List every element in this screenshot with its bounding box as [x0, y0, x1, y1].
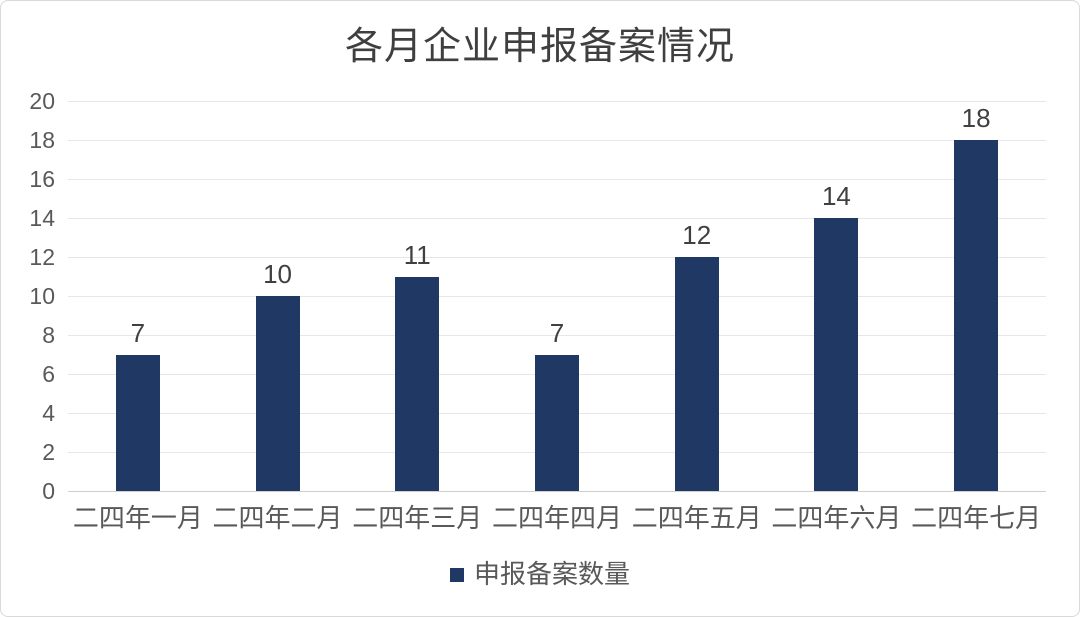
- gridline: [68, 178, 1046, 180]
- baseline: [68, 490, 1046, 492]
- bar-value-label: 18: [961, 103, 991, 133]
- x-tick-label: 二四年一月: [72, 504, 203, 534]
- bar: [115, 354, 160, 491]
- bar: [814, 218, 859, 491]
- y-tick-label: 18: [29, 127, 55, 153]
- y-tick-label: 8: [42, 322, 55, 348]
- plot-area: 7 10 11 7 12 14 18: [68, 100, 1046, 492]
- legend: 申报备案数量: [1, 560, 1079, 590]
- bar: [535, 354, 579, 491]
- y-tick-label: 6: [42, 361, 55, 387]
- y-tick-label: 14: [29, 205, 55, 231]
- bar: [954, 140, 999, 491]
- y-tick-label: 20: [29, 88, 55, 114]
- y-tick-label: 2: [42, 439, 55, 465]
- y-tick-label: 0: [42, 478, 55, 504]
- bar: [674, 257, 719, 491]
- bar: [395, 276, 440, 491]
- bar-value-label: 12: [682, 220, 712, 250]
- x-tick-label: 二四年六月: [771, 504, 902, 534]
- gridline: [68, 256, 1046, 258]
- x-tick-label: 二四年四月: [491, 504, 622, 534]
- y-tick-label: 4: [42, 400, 55, 426]
- y-tick-label: 16: [29, 166, 55, 192]
- gridline: [68, 100, 1046, 102]
- x-tick-label: 二四年二月: [212, 504, 343, 534]
- chart-title: 各月企业申报备案情况: [344, 24, 735, 68]
- gridline: [68, 217, 1046, 219]
- bar-value-label: 11: [403, 239, 431, 270]
- y-tick-label: 12: [29, 244, 55, 270]
- bar-value-label: 7: [549, 317, 565, 348]
- x-tick-label: 二四年五月: [631, 504, 762, 534]
- x-tick-label: 二四年三月: [352, 504, 483, 534]
- bar-value-label: 10: [263, 259, 293, 289]
- gridline: [68, 139, 1046, 141]
- bar: [255, 296, 300, 491]
- x-tick-label: 二四年七月: [911, 504, 1042, 534]
- bar-value-label: 7: [130, 317, 146, 348]
- legend-label: 申报备案数量: [473, 560, 630, 590]
- bar-value-label: 14: [821, 181, 851, 211]
- legend-swatch-icon: [449, 568, 464, 582]
- gridline: [68, 334, 1046, 336]
- y-tick-label: 10: [29, 283, 55, 309]
- gridline: [68, 295, 1046, 297]
